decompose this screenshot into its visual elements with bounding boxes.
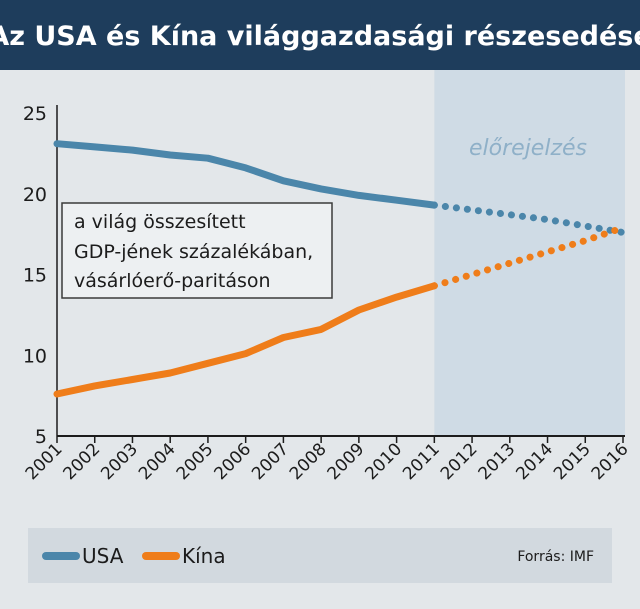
data-point-kina	[56, 393, 59, 396]
legend-box	[28, 528, 612, 583]
data-point-kina	[584, 239, 587, 242]
data-point-kina	[357, 309, 360, 312]
series-forecast-kina	[430, 224, 627, 290]
annotation-line-3: vásárlóerő-paritáson	[74, 270, 271, 292]
data-point-kina	[508, 262, 511, 265]
data-point-kina	[622, 226, 625, 229]
data-point-kina	[93, 384, 96, 387]
y-tick-label: 25	[23, 103, 47, 125]
data-point-usa	[508, 213, 511, 216]
data-point-kina	[546, 250, 549, 253]
annotation-line-2: GDP-jének százalékában,	[74, 241, 313, 263]
y-tick-label: 20	[23, 184, 47, 206]
series-layer	[53, 140, 627, 398]
data-point-usa	[471, 208, 474, 211]
data-point-usa	[169, 153, 172, 156]
axes	[56, 105, 625, 437]
annotation-box	[61, 202, 333, 299]
data-point-kina	[471, 273, 474, 276]
data-point-usa	[93, 145, 96, 148]
legend-label-kina: Kína	[182, 544, 226, 568]
data-point-kina	[433, 284, 436, 287]
annotation-line-1: a világ összesített	[74, 211, 246, 233]
data-point-usa	[206, 157, 209, 160]
chart-title: Az USA és Kína világgazdasági részesedés…	[0, 21, 640, 52]
y-tick-label: 15	[23, 265, 47, 287]
series-forecast-usa	[430, 201, 627, 236]
data-point-kina	[244, 352, 247, 355]
y-tick-label: 5	[35, 426, 47, 448]
data-point-usa	[320, 187, 323, 190]
data-point-usa	[357, 194, 360, 197]
data-point-usa	[131, 149, 134, 152]
title-bar	[0, 0, 640, 70]
source-note: Forrás: IMF	[517, 549, 594, 565]
data-point-kina	[169, 372, 172, 375]
data-point-kina	[320, 328, 323, 331]
data-point-kina	[206, 362, 209, 365]
y-tick-label: 10	[23, 345, 47, 367]
data-point-usa	[282, 179, 285, 182]
series-line-kina	[53, 282, 438, 398]
data-point-usa	[546, 218, 549, 221]
series-line-usa	[53, 140, 438, 209]
legend-label-usa: USA	[82, 544, 124, 568]
forecast-label: előrejelzés	[469, 136, 587, 161]
forecast-band	[434, 70, 625, 436]
data-point-usa	[56, 142, 59, 145]
data-point-usa	[395, 199, 398, 202]
y-axis-ticks: 5 10 15 20 25	[23, 103, 47, 448]
data-point-kina	[282, 336, 285, 339]
data-point-kina	[131, 378, 134, 381]
data-point-usa	[622, 231, 625, 234]
data-point-kina	[395, 296, 398, 299]
data-point-usa	[244, 166, 247, 169]
data-point-usa	[433, 204, 436, 207]
data-point-usa	[584, 225, 587, 228]
